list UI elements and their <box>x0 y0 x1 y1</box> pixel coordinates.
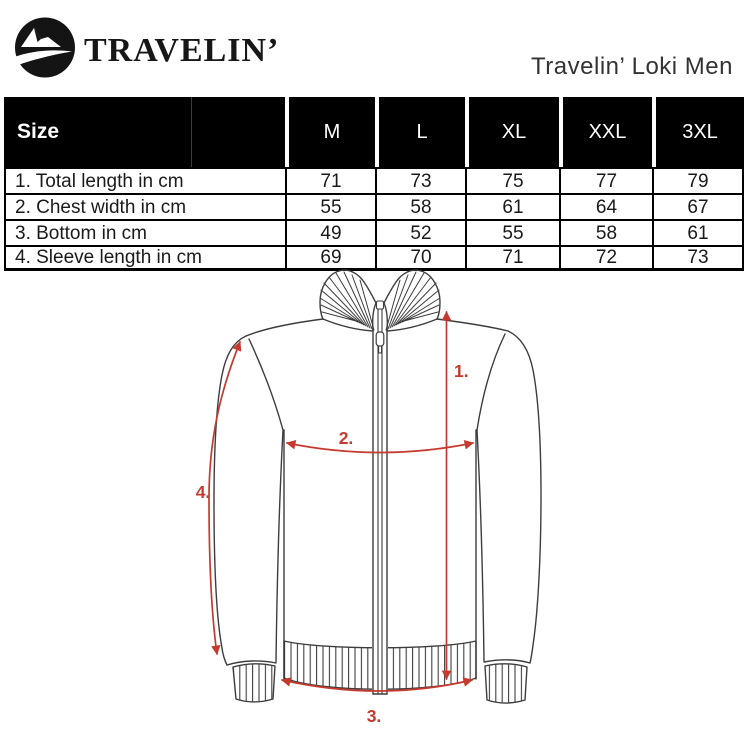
cell-total-length-l: 73 <box>375 167 465 193</box>
cell-bottom-l: 52 <box>375 219 465 245</box>
product-title: Travelin’ Loki Men <box>531 53 733 80</box>
brand-logo: TRAVELIN’ <box>13 15 279 79</box>
cell-sleeve-length-m: 69 <box>285 245 375 271</box>
sleeve-length-label: 4. <box>196 482 211 502</box>
total-length-label: 1. <box>454 361 469 381</box>
table-row-chest-width: 2. Chest width in cm 55 58 61 64 67 <box>4 193 744 219</box>
row-label: 4. Sleeve length in cm <box>4 245 285 271</box>
cell-bottom-3xl: 61 <box>652 219 744 245</box>
cell-chest-width-l: 58 <box>375 193 465 219</box>
cell-bottom-xl: 55 <box>465 219 559 245</box>
cell-total-length-3xl: 79 <box>652 167 744 193</box>
chest-width-label: 2. <box>339 428 354 448</box>
cell-sleeve-length-xxl: 72 <box>559 245 652 271</box>
size-col-header-m: M <box>285 97 375 167</box>
brand-logo-text: TRAVELIN’ <box>84 32 280 69</box>
size-col-header-3xl: 3XL <box>652 97 744 167</box>
cell-sleeve-length-l: 70 <box>375 245 465 271</box>
table-row-total-length: 1. Total length in cm 71 73 75 77 79 <box>4 167 744 193</box>
cell-total-length-xxl: 77 <box>559 167 652 193</box>
size-col-header-xxl: XXL <box>559 97 652 167</box>
cell-chest-width-3xl: 67 <box>652 193 744 219</box>
chest-width-arrow <box>285 440 475 454</box>
size-col-header-l: L <box>375 97 465 167</box>
bottom-arrow <box>280 677 474 692</box>
bottom-label: 3. <box>367 706 382 726</box>
jacket-measurement-diagram: 1. 2. 3. 4. <box>180 268 565 736</box>
size-chart-header-row: Size M L XL XXL 3XL <box>4 97 744 167</box>
size-chart-table: Size M L XL XXL 3XL 1. Total length in c… <box>4 97 744 271</box>
size-label: Size <box>17 120 60 143</box>
row-label: 3. Bottom in cm <box>4 219 285 245</box>
table-row-bottom: 3. Bottom in cm 49 52 55 58 61 <box>4 219 744 245</box>
cell-sleeve-length-xl: 71 <box>465 245 559 271</box>
cell-sleeve-length-3xl: 73 <box>652 245 744 271</box>
header-seam-divider <box>191 97 192 167</box>
zipper <box>372 300 388 697</box>
row-label: 1. Total length in cm <box>4 167 285 193</box>
table-row-sleeve-length: 4. Sleeve length in cm 69 70 71 72 73 <box>4 245 744 271</box>
cell-chest-width-xxl: 64 <box>559 193 652 219</box>
cell-bottom-m: 49 <box>285 219 375 245</box>
cell-bottom-xxl: 58 <box>559 219 652 245</box>
measurement-arrows <box>208 310 475 692</box>
row-label: 2. Chest width in cm <box>4 193 285 219</box>
cell-chest-width-xl: 61 <box>465 193 559 219</box>
cell-chest-width-m: 55 <box>285 193 375 219</box>
mountain-road-icon <box>13 17 75 78</box>
sleeve-length-arrow <box>208 341 242 656</box>
size-col-header-xl: XL <box>465 97 559 167</box>
size-chart-corner-header: Size <box>4 97 285 167</box>
jacket-line-drawing: 1. 2. 3. 4. <box>196 269 542 726</box>
cell-total-length-m: 71 <box>285 167 375 193</box>
measurement-labels: 1. 2. 3. 4. <box>196 361 469 726</box>
cell-total-length-xl: 75 <box>465 167 559 193</box>
